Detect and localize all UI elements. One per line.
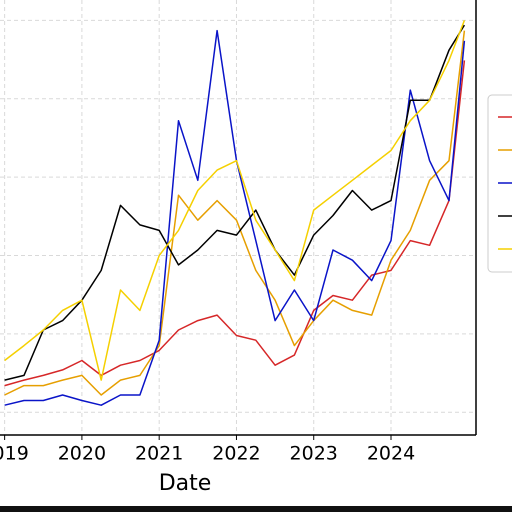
series-line [4, 30, 466, 396]
series-line [4, 60, 466, 387]
x-tick-label: 2021 [135, 443, 183, 465]
bottom-bar [0, 506, 512, 512]
x-tick-label: 2024 [367, 443, 415, 465]
x-tick-label: 2019 [0, 443, 29, 465]
x-axis-label: Date [159, 471, 212, 496]
x-tick-label: 2022 [212, 443, 260, 465]
series-line [4, 20, 466, 381]
x-tick-label: 2023 [290, 443, 338, 465]
x-tick-label: 2020 [58, 443, 106, 465]
plot-area [0, 0, 476, 435]
